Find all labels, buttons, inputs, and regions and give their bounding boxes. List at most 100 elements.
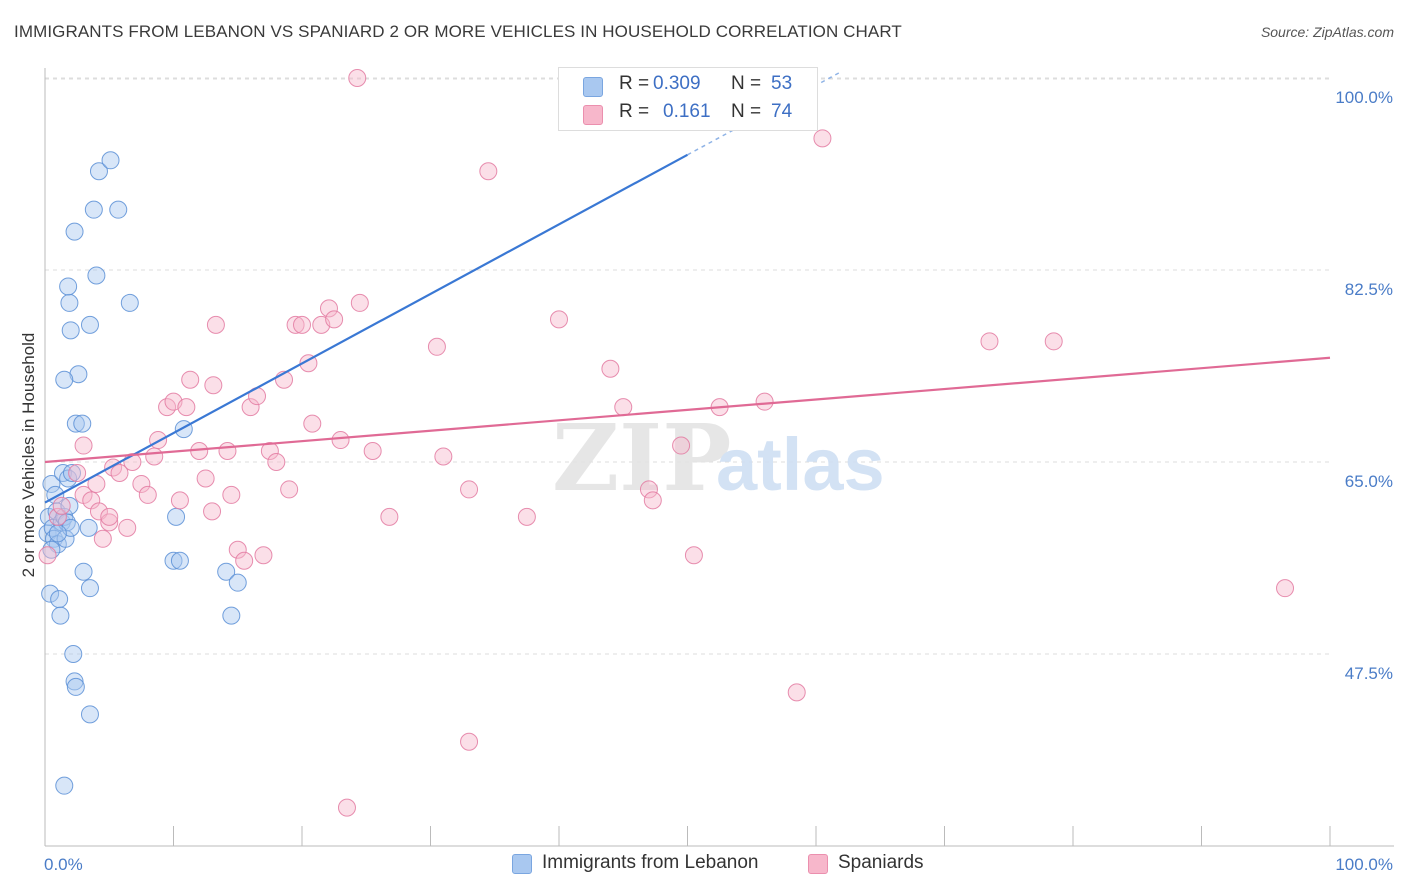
data-point-lebanon <box>60 496 79 515</box>
legend-r-value: 0.161 <box>663 101 711 122</box>
data-point-spaniard <box>614 398 633 417</box>
watermark: ZIP atlas <box>552 404 885 512</box>
data-point-spaniard <box>118 518 137 537</box>
legend-r-label: R = <box>619 73 650 94</box>
data-point-spaniard <box>980 332 999 351</box>
data-point-spaniard <box>280 480 299 499</box>
data-point-lebanon <box>50 590 69 609</box>
trend-line-lebanon <box>44 153 689 504</box>
data-point-spaniard <box>100 513 119 532</box>
y-axis-label: 2 or more Vehicles in Household <box>19 333 38 578</box>
data-point-spaniard <box>319 299 338 318</box>
data-point-lebanon <box>51 606 70 625</box>
data-point-lebanon <box>48 524 67 543</box>
data-point-spaniard <box>145 447 164 466</box>
data-point-spaniard <box>331 431 350 450</box>
data-point-lebanon <box>73 414 92 433</box>
trend-line-spaniards <box>44 356 1331 464</box>
y-tick-label: 100.0% <box>1335 88 1393 107</box>
data-point-lebanon <box>74 562 93 581</box>
y-tick-label: 47.5% <box>1345 664 1393 683</box>
legend-n-label: N = <box>731 101 762 122</box>
data-point-spaniard <box>177 398 196 417</box>
points-layer <box>38 69 1295 817</box>
data-point-spaniard <box>363 442 382 461</box>
legend-box: R = 0.309 N = 53 R = 0.161 N = 74 <box>558 67 818 131</box>
data-point-lebanon <box>80 315 99 334</box>
tick-label-layer: 47.5% 65.0% 82.5% 100.0% 0.0% 100.0% <box>44 88 1393 874</box>
data-point-spaniard <box>222 485 241 504</box>
bottom-legend-label: Immigrants from Lebanon <box>542 852 759 873</box>
data-point-spaniard <box>260 442 279 461</box>
data-point-spaniard <box>89 502 108 521</box>
data-point-spaniard <box>434 447 453 466</box>
data-point-lebanon <box>167 507 186 526</box>
data-point-spaniard <box>479 162 498 181</box>
data-point-lebanon <box>65 672 84 691</box>
data-point-spaniard <box>132 474 151 493</box>
data-point-spaniard <box>52 496 71 515</box>
data-point-spaniard <box>235 551 254 570</box>
data-point-spaniard <box>110 463 129 482</box>
data-point-spaniard <box>550 310 568 329</box>
data-point-spaniard <box>460 480 479 499</box>
data-point-spaniard <box>93 529 112 548</box>
watermark-atlas: atlas <box>716 423 885 506</box>
data-point-lebanon <box>101 151 120 170</box>
y-tick-label: 65.0% <box>1345 472 1393 491</box>
data-point-spaniard <box>203 502 222 521</box>
data-point-spaniard <box>149 431 168 450</box>
data-point-spaniard <box>303 414 322 433</box>
data-point-spaniard <box>38 546 57 565</box>
data-point-lebanon <box>59 277 78 296</box>
data-point-lebanon <box>61 321 80 340</box>
data-point-spaniard <box>181 370 200 389</box>
data-point-lebanon <box>66 414 85 433</box>
data-point-lebanon <box>65 222 84 241</box>
data-point-lebanon <box>109 200 128 219</box>
data-point-spaniard <box>206 315 225 334</box>
legend-n-label: N = <box>731 73 762 94</box>
data-point-spaniard <box>68 463 87 482</box>
data-point-spaniard <box>639 480 658 499</box>
data-point-spaniard <box>380 507 399 526</box>
axes-layer <box>44 68 1394 847</box>
data-point-lebanon <box>87 266 106 285</box>
data-point-lebanon <box>84 200 103 219</box>
data-point-spaniard <box>170 491 189 510</box>
y-tick-label: 82.5% <box>1345 280 1393 299</box>
x-tick-label: 0.0% <box>44 855 83 874</box>
data-point-lebanon <box>60 293 79 312</box>
data-point-spaniard <box>48 507 67 526</box>
bottom-legend-label: Spaniards <box>838 852 924 873</box>
watermark-zip: ZIP <box>552 404 731 512</box>
data-point-spaniard <box>337 798 356 817</box>
data-point-spaniard <box>813 129 832 148</box>
data-point-lebanon <box>80 579 99 598</box>
data-point-spaniard <box>218 442 237 461</box>
x-tick-label: 100.0% <box>1335 855 1393 874</box>
source-label: Source: ZipAtlas.com <box>1260 24 1394 40</box>
data-point-spaniard <box>643 491 662 510</box>
data-point-lebanon <box>55 776 74 795</box>
data-point-spaniard <box>427 337 446 356</box>
data-point-lebanon <box>66 677 85 696</box>
legend-n-value: 74 <box>771 101 793 122</box>
data-point-lebanon <box>222 606 241 625</box>
bottom-legend-swatch <box>808 854 828 874</box>
data-point-spaniard <box>267 453 286 471</box>
data-point-spaniard <box>350 293 369 312</box>
data-point-lebanon <box>80 705 99 724</box>
legend-swatch-spaniards <box>583 105 603 125</box>
data-point-lebanon <box>69 365 88 384</box>
data-point-spaniard <box>1044 332 1063 351</box>
data-point-spaniard <box>138 485 157 504</box>
data-point-spaniard <box>787 683 806 702</box>
chart-title: IMMIGRANTS FROM LEBANON VS SPANIARD 2 OR… <box>14 22 902 41</box>
legend-n-value: 53 <box>771 73 793 94</box>
bottom-legend-swatch <box>512 854 532 874</box>
data-point-spaniard <box>293 315 311 334</box>
data-point-lebanon <box>164 551 183 570</box>
data-point-lebanon <box>170 551 189 570</box>
